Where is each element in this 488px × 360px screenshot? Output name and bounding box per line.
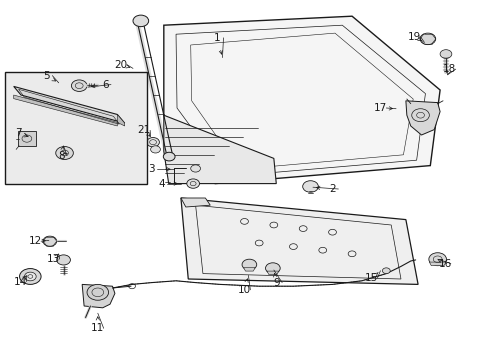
Polygon shape: [163, 16, 439, 184]
Polygon shape: [14, 95, 117, 126]
Circle shape: [87, 284, 108, 300]
Text: 7: 7: [15, 128, 22, 138]
Text: 6: 6: [102, 80, 108, 90]
Circle shape: [150, 146, 160, 153]
Text: 15: 15: [364, 273, 378, 283]
Circle shape: [265, 263, 280, 274]
Circle shape: [302, 181, 318, 192]
Circle shape: [146, 138, 159, 147]
Circle shape: [419, 33, 435, 45]
Circle shape: [382, 268, 389, 274]
Text: 4: 4: [158, 179, 164, 189]
Circle shape: [186, 179, 199, 188]
Polygon shape: [243, 267, 255, 271]
Circle shape: [43, 236, 57, 246]
Polygon shape: [405, 101, 439, 135]
Circle shape: [428, 253, 446, 266]
Polygon shape: [428, 262, 445, 266]
Text: 10: 10: [238, 285, 250, 295]
FancyBboxPatch shape: [18, 131, 36, 146]
Text: 5: 5: [43, 71, 50, 81]
Polygon shape: [181, 198, 417, 284]
Polygon shape: [14, 86, 124, 123]
Polygon shape: [181, 198, 210, 207]
Circle shape: [56, 147, 73, 159]
Circle shape: [133, 15, 148, 27]
Text: 17: 17: [373, 103, 386, 113]
Circle shape: [242, 259, 256, 270]
Text: 8: 8: [58, 150, 64, 161]
Text: 1: 1: [214, 33, 221, 43]
Text: 11: 11: [91, 323, 104, 333]
Text: 20: 20: [115, 60, 127, 70]
Polygon shape: [163, 115, 276, 184]
Circle shape: [439, 50, 451, 58]
Text: 2: 2: [328, 184, 335, 194]
Circle shape: [163, 152, 175, 161]
Text: 16: 16: [437, 258, 451, 269]
Polygon shape: [117, 114, 124, 126]
Polygon shape: [82, 284, 115, 308]
Text: 19: 19: [407, 32, 421, 42]
Text: 3: 3: [148, 164, 155, 174]
Text: 13: 13: [47, 254, 61, 264]
Text: 14: 14: [14, 276, 27, 287]
Text: 12: 12: [28, 236, 42, 246]
Circle shape: [190, 165, 200, 172]
FancyBboxPatch shape: [5, 72, 146, 184]
Text: 21: 21: [137, 125, 151, 135]
Circle shape: [20, 269, 41, 284]
Text: 18: 18: [442, 64, 456, 74]
Text: 9: 9: [272, 278, 279, 288]
Circle shape: [57, 255, 70, 265]
Circle shape: [24, 272, 36, 281]
Polygon shape: [266, 271, 278, 275]
Circle shape: [71, 80, 87, 91]
